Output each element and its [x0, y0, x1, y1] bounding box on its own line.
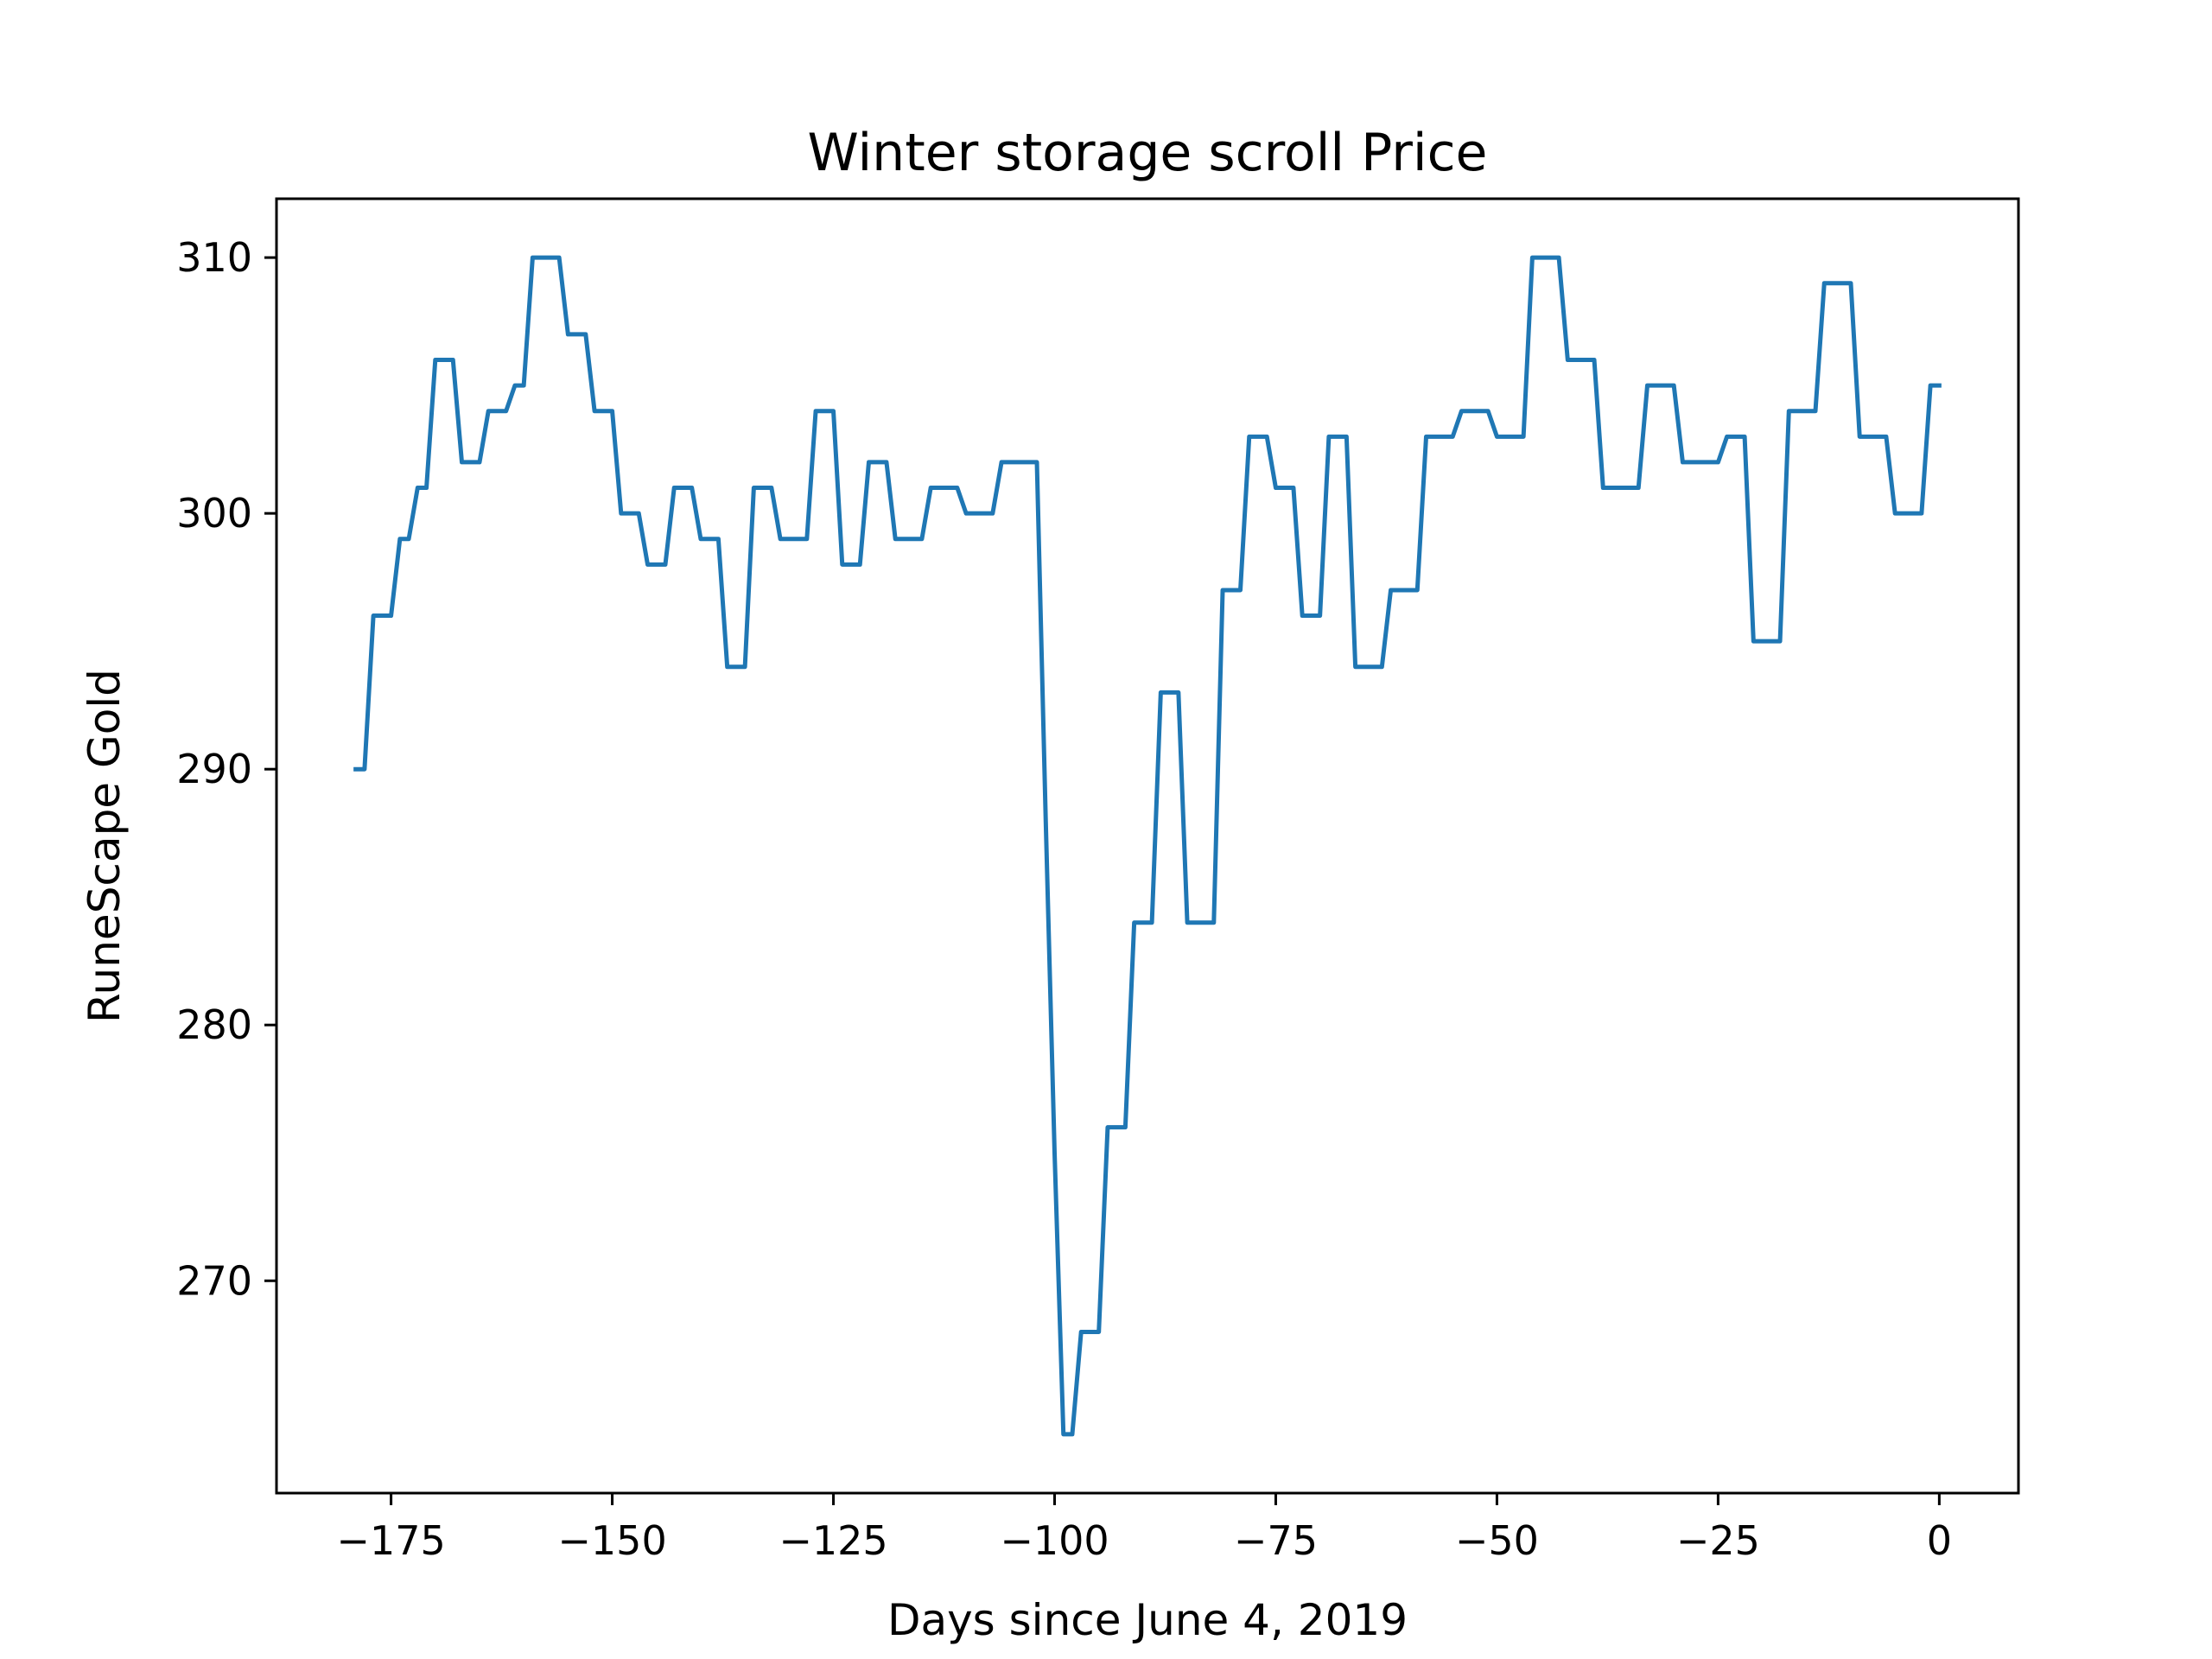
chart-title: Winter storage scroll Price [808, 123, 1488, 183]
y-tick-label: 300 [176, 490, 252, 537]
x-tick-label: −25 [1676, 1517, 1760, 1564]
y-axis: 270 280 290 300 310 [176, 234, 276, 1304]
y-tick-label: 270 [176, 1257, 252, 1304]
y-tick-label: 290 [176, 746, 252, 792]
series-line-0 [353, 255, 1942, 1437]
y-tick-label: 280 [176, 1001, 252, 1048]
x-tick-label: −175 [336, 1517, 445, 1564]
x-tick-label: −125 [779, 1517, 887, 1564]
x-axis-label: Days since June 4, 2019 [887, 1595, 1408, 1645]
y-tick-label: 310 [176, 234, 252, 281]
plot-area [353, 255, 1942, 1437]
y-axis-label: RuneScape Gold [79, 669, 130, 1023]
x-tick-label: −50 [1455, 1517, 1539, 1564]
x-tick-label: −75 [1234, 1517, 1318, 1564]
x-tick-label: −150 [557, 1517, 666, 1564]
x-tick-label: −100 [1000, 1517, 1109, 1564]
axes-frame [275, 197, 2020, 1495]
x-tick-label: 0 [1927, 1517, 1952, 1564]
x-axis: −175 −150 −125 −100 −75 −50 −25 0 [336, 1493, 1952, 1564]
